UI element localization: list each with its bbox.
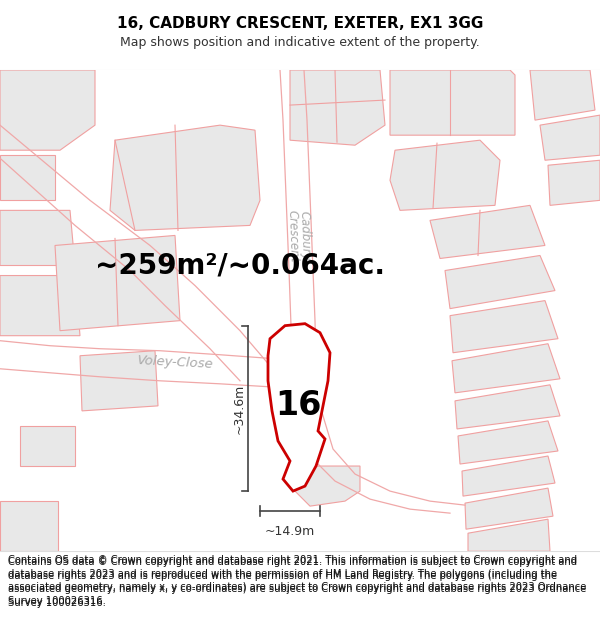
Polygon shape <box>455 385 560 429</box>
Polygon shape <box>445 256 555 309</box>
Text: ~34.6m: ~34.6m <box>233 383 245 434</box>
Text: 16: 16 <box>275 389 322 422</box>
Polygon shape <box>0 276 80 336</box>
Text: Voley-Close: Voley-Close <box>137 354 214 371</box>
Text: Cadbury
Crescent: Cadbury Crescent <box>286 209 313 262</box>
Polygon shape <box>0 501 58 551</box>
Polygon shape <box>290 466 360 506</box>
Polygon shape <box>450 301 558 352</box>
Polygon shape <box>390 70 515 135</box>
Polygon shape <box>0 211 75 266</box>
Polygon shape <box>540 115 600 160</box>
Polygon shape <box>0 70 95 150</box>
Text: ~14.9m: ~14.9m <box>265 525 315 538</box>
Text: ~259m²/~0.064ac.: ~259m²/~0.064ac. <box>95 251 385 279</box>
Polygon shape <box>468 519 550 551</box>
Text: Contains OS data © Crown copyright and database right 2021. This information is : Contains OS data © Crown copyright and d… <box>8 555 586 606</box>
Text: 16, CADBURY CRESCENT, EXETER, EX1 3GG: 16, CADBURY CRESCENT, EXETER, EX1 3GG <box>117 16 483 31</box>
Polygon shape <box>268 324 330 491</box>
Polygon shape <box>530 70 595 120</box>
Polygon shape <box>290 70 385 145</box>
Polygon shape <box>80 351 158 411</box>
Polygon shape <box>452 344 560 393</box>
Polygon shape <box>55 236 180 331</box>
Polygon shape <box>462 456 555 496</box>
Polygon shape <box>548 160 600 206</box>
Polygon shape <box>20 426 75 466</box>
Polygon shape <box>110 125 260 231</box>
Text: Map shows position and indicative extent of the property.: Map shows position and indicative extent… <box>120 36 480 49</box>
Text: Contains OS data © Crown copyright and database right 2021. This information is : Contains OS data © Crown copyright and d… <box>8 558 586 608</box>
Polygon shape <box>0 155 55 201</box>
Polygon shape <box>390 140 500 211</box>
Polygon shape <box>458 421 558 464</box>
Polygon shape <box>465 488 553 529</box>
Polygon shape <box>430 206 545 259</box>
